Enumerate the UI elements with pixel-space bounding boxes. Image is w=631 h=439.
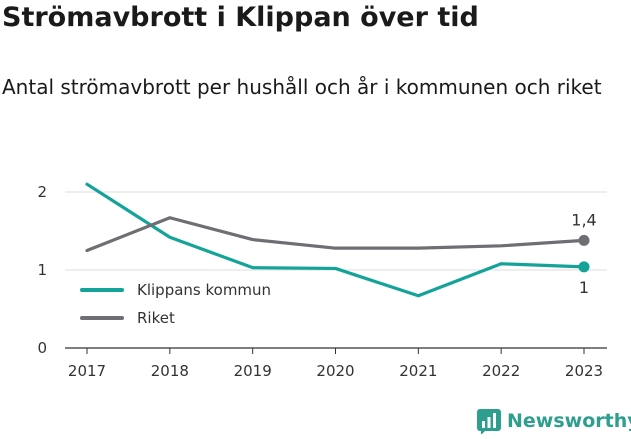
x-tick-label: 2021 (399, 362, 437, 380)
x-tick-label: 2023 (565, 362, 603, 380)
chart-title: Strömavbrott i Klippan över tid (2, 2, 479, 33)
y-tick-label: 2 (37, 183, 47, 201)
x-tick-label: 2022 (482, 362, 520, 380)
x-tick-label: 2018 (151, 362, 189, 380)
y-tick-label: 1 (37, 261, 47, 279)
legend-label-klippan: Klippans kommun (137, 281, 271, 299)
end-point-riket (578, 234, 590, 246)
y-axis: 0 1 2 (37, 183, 47, 357)
legend-label-riket: Riket (137, 309, 175, 327)
x-tick-label: 2019 (234, 362, 272, 380)
series-lines: 11,4 (85, 182, 597, 298)
newsworthy-logo: Newsworthy (476, 406, 631, 436)
line-chart: 012 2017 2018 2019 2020 2021 2022 2023 11,4 Kl… (37, 182, 607, 380)
newsworthy-icon (477, 409, 501, 434)
end-label-klippan: 1 (579, 278, 589, 297)
legend: Klippans kommun Riket (80, 281, 271, 327)
x-axis: 2017 2018 2019 2020 2021 2022 2023 (65, 347, 607, 380)
series-line-klippan (85, 182, 586, 298)
x-tick-label: 2020 (316, 362, 354, 380)
brand-name: Newsworthy (507, 410, 631, 432)
end-label-riket: 1,4 (571, 210, 596, 229)
x-tick-label: 2017 (68, 362, 106, 380)
series-line-riket (85, 216, 586, 253)
end-point-klippan (578, 261, 590, 273)
chart-subtitle: Antal strömavbrott per hushåll och år i … (2, 75, 602, 99)
y-tick-label: 0 (37, 339, 47, 357)
grid-lines (65, 191, 607, 271)
